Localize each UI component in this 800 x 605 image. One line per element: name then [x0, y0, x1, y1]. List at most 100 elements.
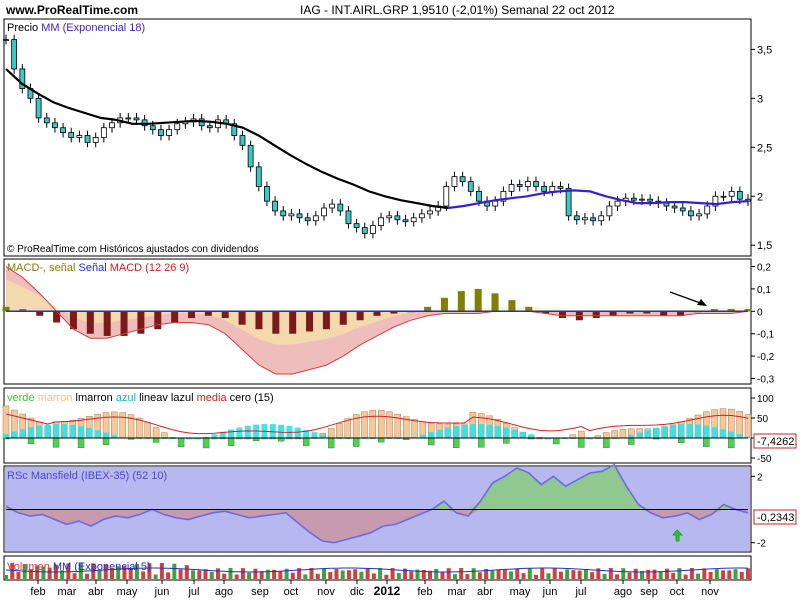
candle-body — [206, 125, 213, 129]
candle-body — [52, 122, 58, 129]
macd-histogram-bar — [120, 311, 128, 336]
x-tick-label: may — [117, 586, 138, 598]
osc-cyan-bar — [686, 424, 693, 438]
candle-body — [565, 188, 572, 217]
candle-body — [492, 200, 499, 207]
candle-body — [304, 217, 311, 222]
candle-body — [500, 190, 507, 202]
candle-body — [533, 181, 539, 187]
candle-body — [688, 210, 694, 217]
rsc-caption: RSc Mansfield (IBEX-35) (52 10) — [7, 470, 167, 482]
osc-cyan-bar — [628, 434, 635, 438]
osc-green-bar — [77, 437, 85, 448]
axes: 3,532,521,50,20,10-0,1-0,2-0,3100500-502… — [30, 44, 774, 598]
volume-bar — [484, 568, 489, 579]
macd-histogram-bar — [204, 311, 212, 316]
volume-bar — [16, 571, 21, 579]
volume-bar — [290, 572, 295, 579]
volume-bar — [216, 568, 220, 579]
osc-cyan-bar — [469, 424, 476, 438]
candle-body — [573, 215, 580, 221]
volume-bar — [527, 568, 532, 579]
osc-cyan-bar — [503, 427, 510, 438]
macd-histogram-bar — [474, 288, 482, 312]
volume-bar — [596, 568, 601, 579]
osc-cyan-bar — [536, 436, 543, 438]
candle-body — [541, 186, 548, 192]
osc-cyan-bar — [278, 424, 285, 438]
osc-green-bar — [728, 437, 735, 449]
macd-histogram-bar — [154, 311, 162, 330]
volume-bar — [141, 571, 146, 579]
osc-green-bar — [478, 437, 485, 448]
volume-bar — [583, 569, 588, 579]
volume-bar — [315, 573, 320, 579]
osc-cyan-bar — [111, 435, 118, 438]
volume-bar — [384, 574, 389, 579]
candle-body — [11, 39, 18, 70]
site-label[interactable]: www.ProRealTime.com — [5, 3, 138, 17]
candle-body — [728, 190, 735, 197]
volume-bar — [509, 571, 514, 579]
volume-bar — [60, 570, 65, 579]
volume-bar — [47, 567, 52, 579]
osc-bar — [327, 428, 335, 439]
candle-body — [557, 186, 564, 189]
macd-histogram-bar — [272, 311, 280, 334]
osc-cyan-bar — [661, 426, 668, 438]
osc-cyan-bar — [636, 432, 643, 438]
candle-body — [459, 176, 466, 182]
candle-body — [394, 215, 401, 221]
macd-caption: MACD-, señal Señal MACD (12 26 9) — [7, 262, 189, 274]
volume-bar — [727, 570, 732, 579]
volume-bar — [172, 563, 177, 579]
price-tick-label: 3,5 — [757, 44, 772, 56]
candle-body — [679, 207, 686, 212]
volume-bar — [452, 574, 457, 579]
macd-histogram-bar — [103, 311, 111, 336]
candle-body — [19, 68, 26, 89]
candle-body — [639, 198, 645, 201]
candle-body — [312, 215, 319, 222]
osc-bar — [144, 422, 151, 439]
osc-cyan-bar — [519, 431, 526, 438]
osc-bar — [119, 412, 126, 439]
candle-body — [712, 195, 719, 207]
osc-cyan-bar — [94, 430, 101, 438]
osc-cyan-bar — [19, 429, 26, 438]
candle-body — [402, 219, 409, 223]
volume-bar — [240, 568, 245, 579]
volume-bar — [359, 571, 364, 579]
volume-bar — [128, 568, 133, 579]
up-arrow-icon — [672, 529, 683, 542]
osc-cyan-bar — [511, 429, 518, 438]
osc-cyan-bar — [478, 424, 485, 438]
price-candles — [3, 34, 751, 239]
volume-bar — [683, 574, 688, 579]
osc-cyan-bar — [28, 427, 35, 438]
candle-body — [166, 129, 172, 136]
volume-bar — [409, 571, 414, 579]
rsc-plot — [5, 463, 750, 551]
volume-bar — [110, 567, 114, 579]
volume-bar — [97, 570, 102, 579]
candle-body — [345, 210, 352, 225]
volume-bar — [664, 568, 669, 579]
macd-tick-label: 0 — [757, 307, 763, 318]
macd-histogram-bar — [609, 311, 617, 316]
candle-body — [84, 135, 91, 143]
osc-green-bar — [453, 437, 460, 449]
osc-cyan-bar — [644, 430, 651, 438]
volume-bar — [203, 569, 208, 579]
candle-body — [272, 200, 278, 212]
volume-bar — [85, 573, 90, 579]
volume-bar — [708, 571, 713, 579]
macd-histogram-bar — [559, 311, 566, 319]
x-tick-label: sep — [251, 586, 269, 598]
volume-bar — [297, 568, 302, 579]
osc-cyan-bar — [36, 425, 43, 438]
osc-tick-label: 100 — [757, 394, 774, 405]
macd-histogram-bar — [660, 311, 668, 316]
candle-body — [76, 135, 83, 138]
trend-arrow — [669, 291, 704, 305]
